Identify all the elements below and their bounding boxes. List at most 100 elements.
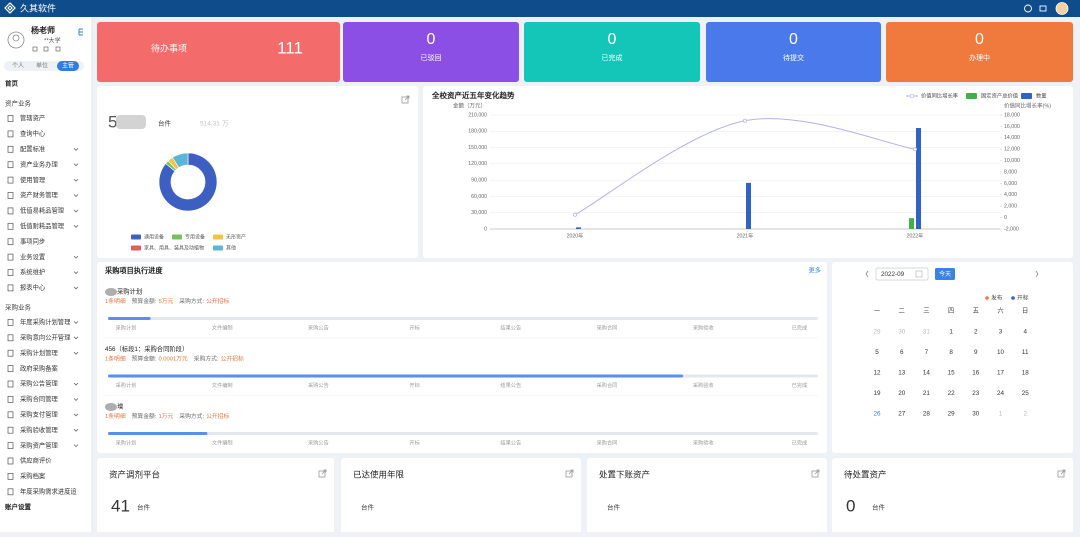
menu-item[interactable]: 采购支付管理 [20,409,58,418]
avatar[interactable] [1055,2,1069,15]
calendar-day[interactable]: 15 [948,369,956,376]
calendar-day[interactable]: 23 [972,390,980,397]
expand-icon[interactable] [318,469,327,478]
calendar-day[interactable]: 11 [1022,349,1029,356]
next-month[interactable] [1035,270,1039,278]
menu-icon [7,488,14,496]
stat-label: 待提交 [783,53,804,62]
menu-item[interactable]: 政府采购备案 [20,363,58,372]
calendar-day[interactable]: 9 [974,349,978,356]
menu-item[interactable]: 低值易耗品管理 [20,206,65,215]
y2-tick-label: 10,000 [1004,158,1020,164]
calendar-day[interactable]: 2 [1023,410,1027,417]
weekday: 日 [1022,307,1028,315]
menu-top[interactable]: 账户设置 [5,502,32,511]
info-card [97,458,334,537]
step-label: 采购计划 [116,438,137,446]
menu-item[interactable]: 系统维护 [20,267,45,276]
legend-label[interactable]: 数量 [1036,91,1047,99]
legend-label[interactable]: 价值同比增长率 [921,91,959,99]
menu-item[interactable]: 资产财务管理 [20,190,58,199]
menu-item[interactable]: 采购资产管理 [20,440,58,449]
expand-icon[interactable] [565,469,574,478]
menu-item[interactable]: 事项同步 [20,236,45,245]
calendar-day[interactable]: 18 [1022,369,1030,376]
calendar-day[interactable]: 22 [948,390,956,397]
menu-item[interactable]: 采购公告管理 [20,379,58,388]
y-tick-label: 120,000 [468,161,487,167]
menu-item[interactable]: 业务设置 [20,252,45,261]
calendar-day[interactable]: 26 [873,410,881,417]
stat-value: 0 [608,31,617,48]
calendar-day[interactable]: 4 [1023,329,1027,336]
menu-item[interactable]: 资产业务办理 [20,159,58,168]
stat-card [524,22,700,82]
menu-item[interactable]: 管辖资产 [20,113,45,122]
calendar-day[interactable]: 25 [1022,390,1030,397]
y2-tick-label: 4,000 [1004,192,1017,198]
menu-icon [7,284,14,292]
menu-item[interactable]: 查询中心 [20,129,46,138]
menu-item[interactable]: 低值耐耗品管理 [20,221,65,230]
expand-icon[interactable] [811,469,820,478]
calendar-day[interactable]: 27 [898,410,906,417]
role-tab[interactable]: 单位 [36,62,48,70]
expand-icon[interactable] [401,95,410,104]
calendar-day[interactable]: 2 [974,329,978,336]
menu-item[interactable]: 年度采购需求进度追 [20,486,77,495]
calendar-day[interactable]: 1 [999,410,1003,417]
menu-item[interactable]: 供应商评价 [20,456,52,465]
menu-item[interactable]: 采购档案 [20,471,46,480]
menu-item[interactable]: 配置标准 [20,144,45,153]
today-label[interactable]: 今天 [939,270,951,278]
legend-label[interactable]: 固定资产总价值 [981,91,1019,99]
menu-item[interactable]: 使用管理 [20,175,46,184]
menu-chevron [73,382,79,386]
calendar-day[interactable]: 7 [925,349,929,356]
calendar-day[interactable]: 6 [900,349,904,356]
calendar-day[interactable]: 17 [997,369,1005,376]
bar [916,128,921,229]
project-name[interactable]: 增 [117,402,123,411]
menu-item[interactable]: 采购意向公开管理 [20,332,71,341]
menu-item[interactable]: 报表中心 [20,283,46,292]
calendar-day[interactable]: 30 [972,410,980,417]
calendar-day[interactable]: 20 [898,390,906,397]
menu-item[interactable]: 采购计划管理 [20,348,58,357]
step-label: 采购公告 [308,381,329,389]
calendar-day[interactable]: 16 [972,369,980,376]
calendar-day[interactable]: 1 [949,329,953,336]
calendar-day[interactable]: 29 [873,329,881,336]
project-name[interactable]: 采购计划 [117,287,142,296]
calendar-day[interactable]: 8 [949,349,953,356]
menu-item[interactable]: 采购合同管理 [20,394,58,403]
expand-icon[interactable] [1057,469,1066,478]
role-tab[interactable]: 个人 [12,63,24,70]
step-label: 开标 [409,438,419,446]
bar [746,182,751,229]
prev-month[interactable] [865,270,869,278]
menu-top[interactable]: 首页 [5,79,19,88]
calendar-day[interactable]: 10 [997,349,1005,356]
menu-item[interactable]: 年度采购计划管理 [20,317,71,326]
month-value[interactable]: 2022-09 [881,271,905,278]
more-link[interactable]: 更多 [809,267,821,275]
calendar-day[interactable]: 13 [898,369,906,376]
calendar-day[interactable]: 30 [898,329,906,336]
role-tab[interactable]: 主管 [62,62,74,70]
calendar-day[interactable]: 19 [873,390,881,397]
calendar-day[interactable]: 5 [875,349,879,356]
calendar-day[interactable]: 29 [948,410,956,417]
method-value: 公开招标 [206,412,229,420]
calendar-day[interactable]: 28 [923,410,931,417]
calendar-day[interactable]: 14 [923,369,931,376]
menu-item[interactable]: 采购验收管理 [20,425,58,434]
calendar-day[interactable]: 31 [923,329,931,336]
calendar-day[interactable]: 12 [873,369,881,376]
project-name[interactable]: 456（标段1：采购合同阶段） [105,344,188,353]
calendar-day[interactable]: 24 [997,390,1005,397]
calendar-day[interactable]: 21 [923,390,931,397]
settings-icon[interactable] [1024,4,1032,13]
calendar-day[interactable]: 3 [999,329,1003,336]
